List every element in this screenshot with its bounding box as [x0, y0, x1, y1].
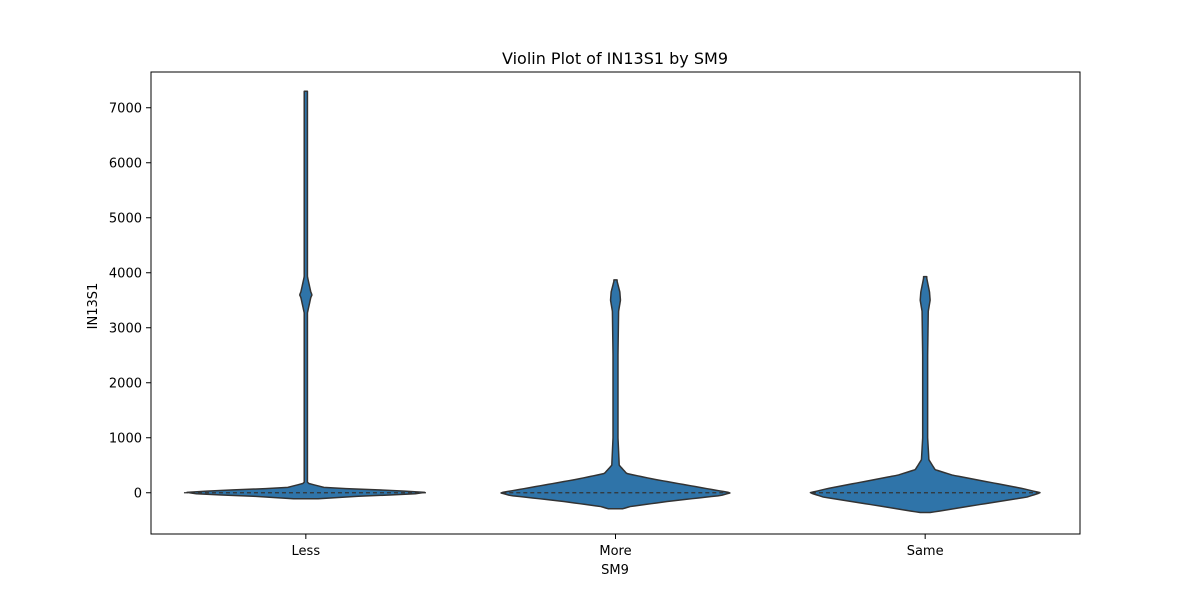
- x-tick-label: Same: [907, 544, 944, 559]
- x-axis-label: SM9: [601, 563, 629, 578]
- chart-title: Violin Plot of IN13S1 by SM9: [502, 49, 728, 68]
- y-tick-label: 7000: [109, 101, 142, 116]
- x-tick-label: Less: [292, 544, 321, 559]
- y-tick-label: 1000: [109, 431, 142, 446]
- violin-more: [500, 279, 731, 510]
- y-tick-label: 3000: [109, 321, 142, 336]
- violin-same: [809, 275, 1041, 514]
- x-tick-label: More: [599, 544, 631, 559]
- violin-less: [186, 90, 426, 500]
- y-axis-label: IN13S1: [86, 283, 101, 330]
- y-tick-label: 6000: [109, 156, 142, 171]
- y-tick-label: 0: [134, 486, 142, 501]
- plot-area: [183, 90, 1041, 514]
- y-tick-label: 2000: [109, 376, 142, 391]
- axes: 0 1000 2000 3000 4000 5000 6000 7000 Less More Sam…: [109, 71, 1081, 559]
- y-tick-label: 4000: [109, 266, 142, 281]
- y-tick-label: 5000: [109, 211, 142, 226]
